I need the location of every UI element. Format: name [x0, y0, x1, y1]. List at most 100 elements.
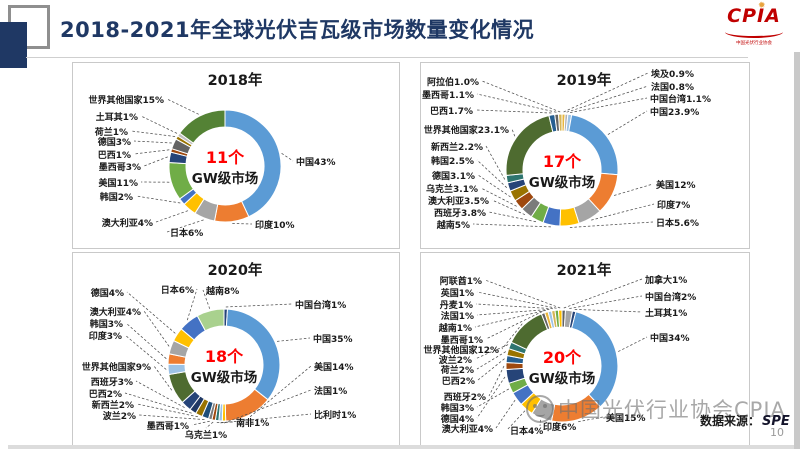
segment-label-世界其他国家: 世界其他国家15%	[88, 94, 164, 106]
leader-line	[133, 140, 172, 144]
segment-label-日本: 日本6%	[161, 284, 194, 296]
leader-line	[474, 309, 546, 328]
spe-logo-text: SPE	[762, 414, 790, 429]
leader-line	[488, 365, 505, 397]
segment-label-日本: 日本6%	[170, 227, 203, 239]
center-count: 18个	[205, 347, 244, 366]
leader-line	[136, 403, 198, 418]
segment-label-澳大利亚: 澳大利亚3.5%	[428, 195, 489, 207]
leader-line	[574, 309, 643, 313]
segment-label-德国: 德国4%	[91, 287, 124, 299]
leader-line	[216, 421, 234, 423]
leader-line	[143, 156, 168, 167]
segment-label-印度: 印度3%	[89, 330, 122, 342]
segment-label-世界其他国家: 世界其他国家23.1%	[424, 124, 509, 136]
segment-label-英国: 英国1%	[440, 287, 474, 299]
leader-line	[476, 93, 557, 113]
segment-label-越南: 越南8%	[205, 285, 239, 297]
segment-label-印度: 印度7%	[657, 199, 690, 211]
segment-label-中国台湾: 中国台湾1.1%	[650, 93, 711, 105]
segment-label-韩国: 韩国2%	[100, 191, 133, 203]
segment-label-南非: 南非1%	[236, 417, 269, 429]
leader-line	[485, 311, 543, 340]
leader-line	[613, 183, 654, 196]
segment-label-日本: 日本4%	[510, 425, 543, 437]
wechat-avatar-icon	[526, 395, 554, 423]
data-source: 数据来源： SPE	[700, 412, 790, 429]
segment-label-巴西: 巴西2%	[442, 376, 475, 387]
segment-label-日本: 日本5.6%	[656, 217, 699, 229]
leader-line	[133, 149, 170, 155]
leader-line	[475, 303, 553, 310]
leader-line	[166, 98, 199, 115]
chart-title: 2018年	[208, 71, 263, 89]
leader-line	[153, 365, 173, 391]
leader-line	[591, 203, 655, 221]
segment-label-澳大利亚: 澳大利亚4%	[102, 217, 153, 229]
leader-line	[186, 288, 198, 321]
slide-shadow-right	[794, 52, 800, 449]
leader-line	[474, 344, 509, 360]
leader-line	[143, 310, 170, 347]
leader-line	[563, 72, 649, 113]
segment-label-中国: 中国23.9%	[650, 106, 699, 118]
title-underline	[26, 57, 748, 58]
cpia-logo-subtext: 中国光伏行业协会	[735, 40, 772, 46]
leader-line	[476, 159, 508, 188]
segment-label-西班牙: 西班牙3%	[91, 376, 133, 388]
segment-label-德国: 德国4%	[441, 413, 474, 425]
segment-label-越南: 越南1%	[438, 322, 472, 334]
leader-line	[281, 152, 294, 162]
leader-line	[220, 413, 312, 424]
segment-label-德国: 德国3.1%	[432, 170, 475, 182]
segment-label-巴西: 巴西1%	[98, 150, 131, 161]
leader-line	[472, 223, 551, 228]
segment-label-巴西: 巴西2%	[89, 389, 122, 400]
leader-line	[155, 210, 189, 223]
slide-shadow-bottom	[8, 445, 794, 449]
segment-label-越南: 越南5%	[436, 219, 470, 231]
leader-line	[569, 295, 643, 309]
donut-segment-世界其他国家	[510, 313, 549, 351]
leader-line	[223, 389, 312, 424]
segment-label-美国: 美国14%	[314, 361, 354, 373]
donut-chart-2019: 2019年 埃及0.9%法国0.8%中国台湾1.1%中国23.9% 美国12% 印度7…	[422, 68, 711, 231]
segment-label-韩国: 韩国2.5%	[431, 155, 474, 167]
segment-label-美国: 美国12%	[656, 179, 696, 191]
segment-label-法国: 法国1%	[441, 310, 474, 322]
leader-line	[607, 110, 648, 135]
center-count: 20个	[543, 348, 582, 367]
segment-label-西班牙: 西班牙3.8%	[434, 207, 486, 219]
segment-label-墨西哥: 墨西哥3%	[99, 162, 141, 173]
leader-line	[140, 115, 178, 134]
segment-label-法国: 法国0.8%	[651, 81, 694, 93]
watermark-text: 中国光伏行业协会CPIA	[558, 398, 786, 422]
segment-label-中国台湾: 中国台湾1%	[295, 299, 346, 311]
segment-label-荷兰: 荷兰2%	[440, 364, 474, 376]
segment-label-乌克兰: 乌克兰1%	[185, 429, 227, 441]
segment-label-波兰: 波兰2%	[103, 410, 136, 422]
leader-line	[501, 323, 523, 350]
chart-panel-2018: 2018年 中国43% 印度10% 日本6% 澳大利亚4% 韩国2% 美国11% 墨西哥3% 巴…	[72, 62, 400, 249]
leader-line	[205, 421, 214, 429]
leader-line	[202, 289, 211, 309]
segment-label-美国: 美国15%	[606, 412, 646, 424]
page-number: 10	[770, 426, 784, 439]
chart-title: 2019年	[557, 71, 612, 89]
segment-label-澳大利亚: 澳大利亚4%	[442, 423, 493, 435]
source-label: 数据来源：	[700, 414, 761, 428]
leader-line	[166, 219, 204, 233]
segment-label-阿拉伯: 阿拉伯1.0%	[427, 76, 479, 88]
segment-label-印度: 印度6%	[543, 421, 576, 433]
leader-line	[485, 145, 506, 180]
segment-label-韩国: 韩国3%	[441, 402, 474, 414]
segment-label-美国: 美国11%	[98, 177, 138, 189]
center-count: 11个	[206, 148, 245, 167]
leader-line	[476, 309, 550, 316]
segment-label-德国: 德国3%	[98, 136, 131, 148]
leader-line	[511, 128, 516, 137]
leader-line	[476, 388, 509, 408]
